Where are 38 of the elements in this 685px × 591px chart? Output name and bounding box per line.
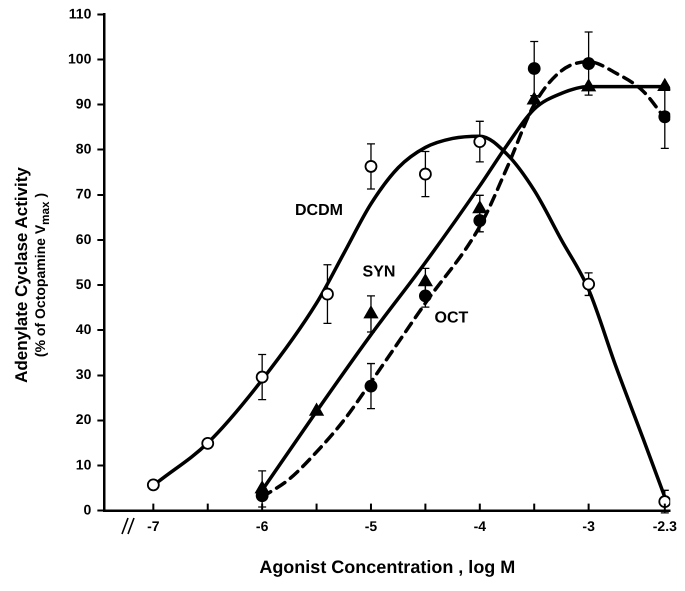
y-tick-label: 110 — [68, 5, 92, 22]
x-tick-label: -2.3 — [652, 518, 678, 534]
y-tick-label: 20 — [76, 411, 92, 428]
point — [364, 160, 378, 173]
x-tick-label: -3 — [582, 518, 596, 534]
point — [473, 214, 486, 227]
x-tick-label: -6 — [256, 518, 269, 534]
point — [321, 288, 334, 300]
point — [201, 436, 214, 450]
y-tick-label: 40 — [76, 321, 92, 338]
point — [528, 62, 541, 75]
x-tick-label: -7 — [147, 518, 160, 534]
series-label: SYN — [362, 263, 396, 280]
point — [582, 57, 596, 70]
point — [658, 110, 670, 124]
point — [364, 380, 378, 392]
point — [473, 135, 486, 148]
y-tick-label: 10 — [76, 456, 92, 472]
point — [256, 370, 269, 384]
y-tick-label: 90 — [76, 95, 92, 112]
x-tick-label: -4 — [474, 518, 486, 534]
y-tick-label: 80 — [76, 140, 92, 157]
y-tick-label: 50 — [76, 276, 92, 292]
y-tick-label: 60 — [76, 230, 92, 247]
text: DCDM — [294, 202, 343, 219]
y-tick-label: 0 — [84, 501, 92, 518]
x-tick-label: -5 — [364, 518, 378, 534]
y-tick-label: 100 — [68, 50, 92, 66]
y-tick-label: 70 — [76, 186, 92, 202]
series-label: OCT — [434, 309, 468, 326]
point — [658, 495, 670, 508]
point — [527, 92, 542, 105]
y-tick-label: 30 — [76, 366, 92, 382]
point — [418, 289, 432, 302]
point — [146, 478, 160, 492]
point — [582, 278, 596, 291]
point — [418, 168, 432, 180]
x-axis-title: Agonist Concentration , log M — [259, 557, 516, 578]
